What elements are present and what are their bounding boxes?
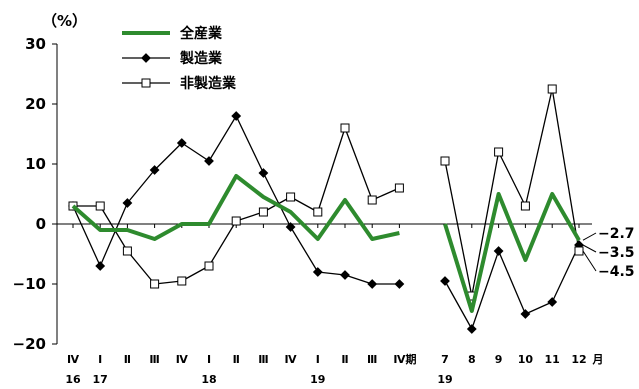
data-point <box>285 222 296 232</box>
x-year-label: 18 <box>201 373 216 386</box>
data-point <box>231 216 241 226</box>
series-line <box>443 192 581 313</box>
data-point <box>367 279 378 289</box>
x-month-suffix: 月 <box>592 353 604 366</box>
unit-label: （%） <box>42 12 87 30</box>
x-tick-label: Ⅰ <box>207 353 211 366</box>
x-tick-label: 11 <box>545 353 560 366</box>
data-point <box>394 183 404 193</box>
data-point <box>440 156 450 166</box>
data-point <box>547 84 557 94</box>
series-line <box>444 244 580 330</box>
data-point <box>520 309 531 319</box>
x-tick-label: Ⅲ <box>258 353 268 366</box>
labels-group: （%） −2.7 −3.5 −4.5 <box>42 12 635 280</box>
legend-label: 非製造業 <box>180 75 237 92</box>
data-point <box>204 261 214 271</box>
data-point <box>312 267 323 277</box>
data-point <box>258 207 268 217</box>
data-point <box>150 279 160 289</box>
y-tick-label: 30 <box>25 35 46 53</box>
data-point <box>141 53 151 63</box>
data-point <box>340 270 350 280</box>
x-year-label: 17 <box>93 373 108 386</box>
data-point <box>122 198 133 208</box>
series-line <box>71 174 400 241</box>
data-point <box>141 78 151 88</box>
data-point <box>340 123 350 133</box>
x-tick-label: 12 <box>571 353 586 366</box>
x-year-label: 16 <box>65 373 81 386</box>
series-2 <box>68 111 584 334</box>
data-point <box>367 195 377 205</box>
legend-entry: 製造業 <box>122 50 223 67</box>
y-tick-label: 0 <box>36 215 46 233</box>
series-3 <box>68 84 584 301</box>
data-point <box>122 246 132 256</box>
y-tick-label: −10 <box>13 275 46 293</box>
x-period-suffix: 期 <box>406 352 417 366</box>
data-point <box>547 297 558 307</box>
data-point <box>95 201 105 211</box>
data-point <box>466 324 477 334</box>
data-point <box>231 111 242 121</box>
x-tick-label: Ⅱ <box>341 353 348 366</box>
data-point <box>258 168 269 178</box>
data-point <box>440 276 450 286</box>
x-tick-label: Ⅳ <box>67 353 80 366</box>
x-tick-label: Ⅲ <box>367 353 377 366</box>
data-point <box>574 246 584 256</box>
end-label-leader <box>582 250 597 272</box>
x-year-label: 19 <box>310 373 325 386</box>
end-label: −4.5 <box>598 264 635 280</box>
y-tick-label: −20 <box>13 335 46 353</box>
data-point <box>204 156 214 166</box>
data-point <box>520 201 530 211</box>
end-label-leader <box>582 244 597 253</box>
series-line <box>444 88 580 297</box>
x-tick-label: Ⅳ <box>176 353 189 366</box>
y-tick-label: 20 <box>25 95 46 113</box>
end-label: −2.7 <box>598 226 635 242</box>
x-tick-label: 9 <box>495 353 503 366</box>
data-point <box>313 207 323 217</box>
series-group <box>68 84 584 334</box>
end-label: −3.5 <box>598 245 635 261</box>
data-point <box>177 276 187 286</box>
data-point <box>286 192 296 202</box>
data-point <box>494 147 504 157</box>
x-tick-label: 8 <box>468 353 476 366</box>
data-point <box>394 279 405 289</box>
data-point <box>493 246 504 256</box>
end-label-leader <box>582 232 597 241</box>
legend-entry: 非製造業 <box>122 75 237 92</box>
legend-label: 全産業 <box>179 25 223 42</box>
legend-entry: 全産業 <box>122 25 223 42</box>
x-year-label: 19 <box>437 373 452 386</box>
x-tick-label: Ⅱ <box>124 353 131 366</box>
x-tick-label: 10 <box>518 353 534 366</box>
y-tick-label: 10 <box>25 155 46 173</box>
data-point <box>176 138 187 148</box>
x-tick-label: Ⅱ <box>233 353 240 366</box>
x-tick-label: Ⅰ <box>316 353 320 366</box>
legend-label: 製造業 <box>179 50 223 67</box>
x-tick-label: Ⅰ <box>98 353 102 366</box>
x-tick-label: 7 <box>441 353 449 366</box>
x-tick-label: Ⅲ <box>149 353 159 366</box>
series-1 <box>71 174 581 313</box>
x-tick-label: Ⅳ <box>393 353 406 366</box>
data-point <box>149 165 160 175</box>
axes: 30 20 10 0 −10 −20 Ⅳ Ⅰ Ⅱ Ⅲ Ⅳ Ⅰ Ⅱ Ⅲ Ⅳ Ⅰ Ⅱ Ⅲ Ⅳ 7 8 9 10 11 12 期 月 16 1… <box>13 35 604 386</box>
x-tick-label: Ⅳ <box>285 353 298 366</box>
data-point <box>95 261 106 271</box>
